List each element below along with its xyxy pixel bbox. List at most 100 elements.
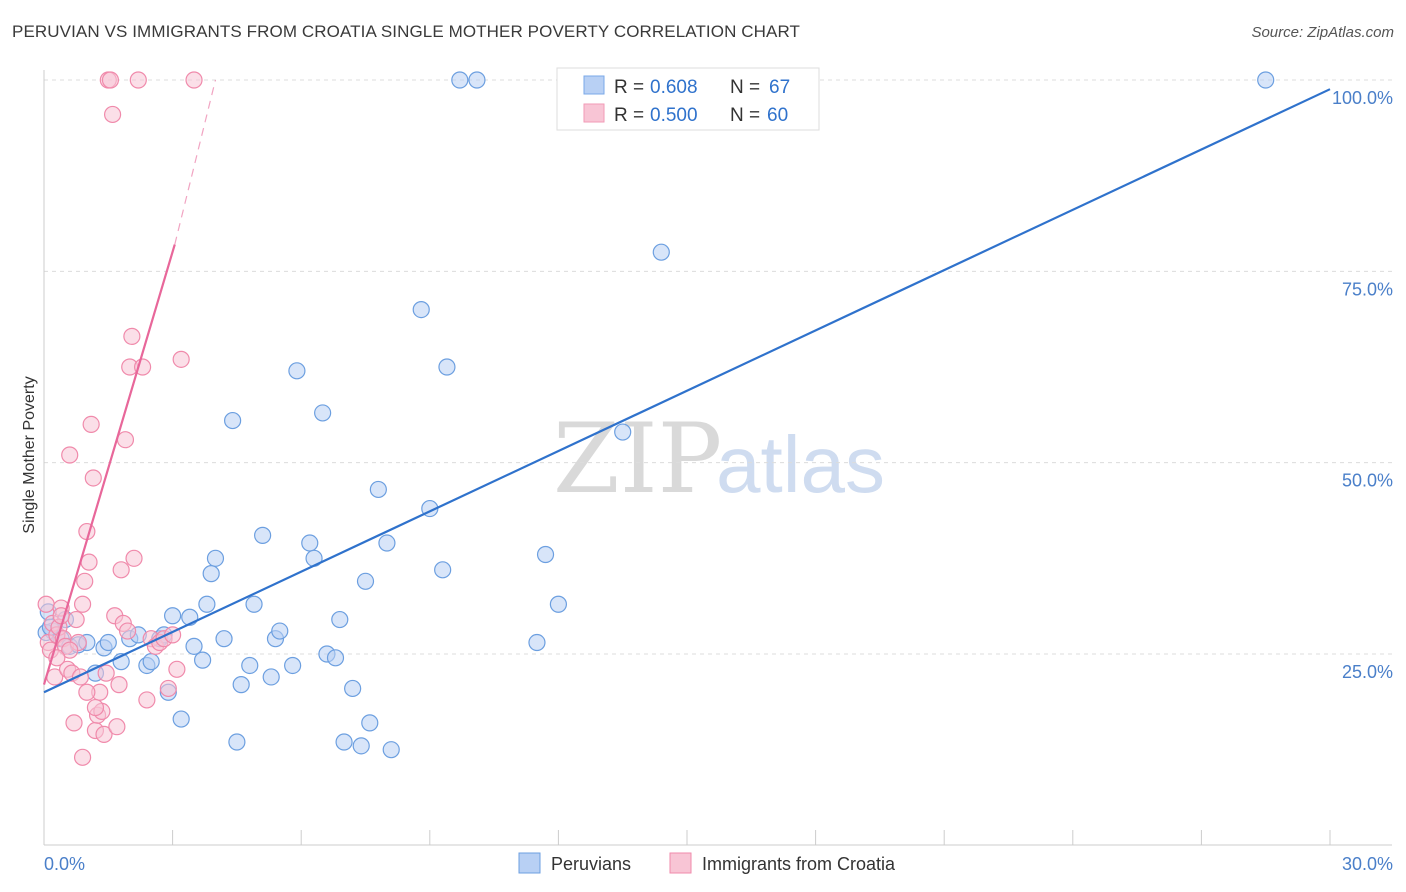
data-point [335, 733, 353, 751]
stats-legend-swatch-peruvians [583, 75, 605, 95]
data-point [434, 561, 452, 579]
data-point [206, 549, 225, 567]
data-point [352, 737, 370, 755]
stats-legend-r-label-2: R = [614, 105, 644, 126]
data-point [112, 561, 130, 579]
data-point [344, 679, 362, 698]
data-point [61, 641, 79, 659]
data-point [468, 71, 486, 89]
data-point [194, 651, 212, 669]
data-point [215, 630, 233, 648]
data-point [108, 718, 126, 736]
data-point [37, 595, 55, 613]
data-point [228, 733, 246, 751]
data-point [95, 725, 113, 743]
stats-legend-swatch-croatia [583, 103, 605, 123]
data-point [185, 71, 203, 89]
data-point [652, 243, 670, 261]
data-point [254, 526, 272, 544]
data-point [116, 431, 135, 449]
chart-title: PERUVIAN VS IMMIGRANTS FROM CROATIA SING… [12, 22, 801, 41]
data-point [284, 656, 302, 675]
series-legend: Peruvians Immigrants from Croatia [518, 852, 896, 874]
data-point [138, 691, 156, 709]
data-point [232, 676, 250, 694]
data-point [159, 679, 177, 698]
data-point [73, 748, 92, 766]
y-tick-label-3: 75.0% [1342, 279, 1393, 299]
axes [43, 70, 1392, 846]
y-axis-label: Single Mother Poverty [21, 376, 38, 533]
data-point [198, 595, 216, 613]
trend-line-extension-2 [174, 79, 217, 245]
data-point [82, 415, 100, 433]
stats-legend-r-label-1: R = [614, 77, 644, 98]
watermark-atlas: atlas [716, 420, 885, 509]
x-tick-left: 0.0% [44, 854, 85, 874]
data-point [301, 534, 319, 552]
data-point [245, 595, 263, 613]
legend-swatch-peruvians [518, 852, 541, 874]
tick-labels: 25.0% 50.0% 75.0% 100.0% [1332, 88, 1393, 682]
data-point [78, 683, 96, 701]
data-point [288, 362, 306, 380]
data-point [1257, 71, 1275, 89]
data-point [185, 637, 203, 655]
data-point [80, 553, 98, 571]
trend-lines [42, 79, 1331, 694]
x-tick-right: 30.0% [1342, 854, 1393, 874]
data-point [378, 534, 396, 552]
data-point [118, 622, 137, 640]
data-point [382, 741, 400, 759]
data-point [331, 610, 349, 629]
data-point [99, 633, 117, 652]
grid-lines [44, 79, 1392, 655]
stats-legend-n-label-1: N = [730, 77, 760, 98]
data-point [438, 358, 456, 376]
data-point [73, 595, 92, 613]
y-tick-label-2: 50.0% [1342, 471, 1393, 491]
data-point [412, 301, 430, 319]
data-point [101, 71, 120, 89]
data-point [528, 633, 546, 652]
data-point [168, 660, 186, 678]
data-point [356, 572, 375, 590]
data-point [84, 469, 102, 487]
legend-label-peruvians: Peruvians [551, 854, 631, 874]
data-point [326, 649, 345, 667]
data-point [172, 350, 190, 368]
stats-legend-n-label-2: N = [730, 105, 760, 126]
data-point [125, 549, 143, 567]
data-point [361, 714, 379, 732]
data-point [262, 668, 280, 686]
y-tick-label-4: 100.0% [1332, 88, 1393, 108]
data-point [172, 710, 190, 728]
data-point [314, 404, 332, 422]
trend-line-1 [43, 88, 1331, 694]
data-point [369, 480, 387, 499]
data-point [110, 676, 128, 694]
stats-legend-n-value-2: 60 [767, 105, 788, 126]
data-point [86, 698, 105, 717]
y-tick-label-1: 25.0% [1342, 662, 1393, 682]
data-point [65, 714, 83, 732]
data-point [123, 327, 141, 345]
data-point [536, 545, 555, 564]
data-point [614, 423, 632, 441]
data-point [129, 71, 147, 89]
data-point [549, 595, 568, 613]
chart-source: Source: ZipAtlas.com [1251, 24, 1394, 41]
legend-swatch-croatia [669, 852, 692, 874]
data-point [97, 664, 115, 682]
data-point [451, 71, 469, 89]
data-point [76, 572, 94, 590]
data-point [67, 610, 85, 629]
watermark-zip: ZIP [553, 403, 722, 515]
data-point [103, 105, 122, 124]
data-point [202, 565, 220, 583]
data-point [61, 446, 79, 464]
data-point [164, 607, 182, 625]
data-point [241, 656, 259, 675]
stats-legend-r-value-1: 0.608 [650, 77, 698, 98]
